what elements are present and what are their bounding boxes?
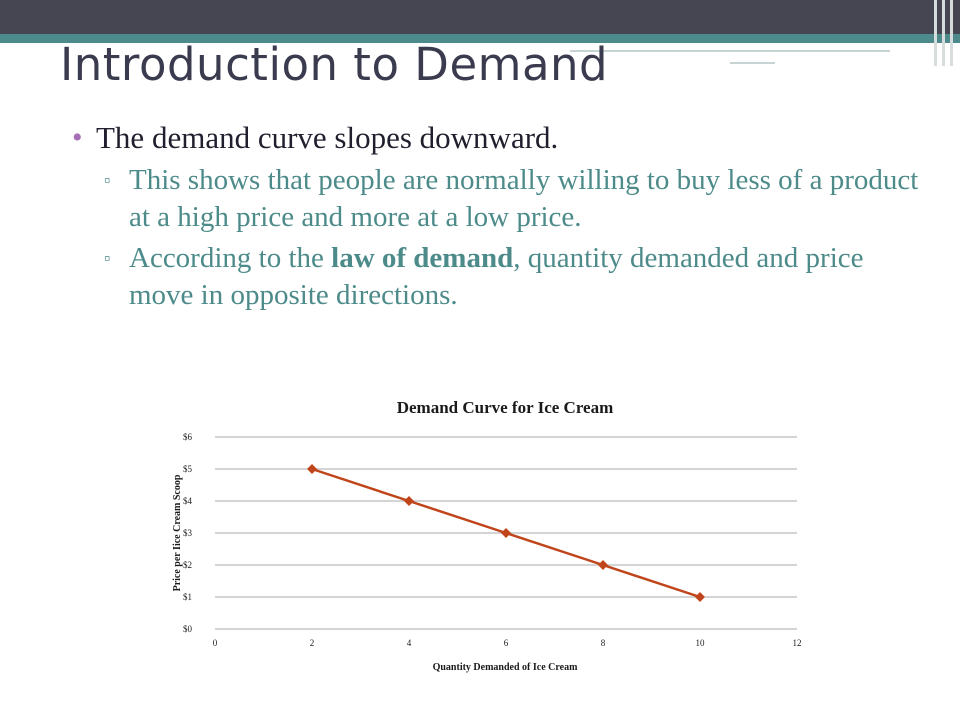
sub-bullet-1: ▫ This shows that people are normally wi… [70,162,930,236]
x-axis-label: Quantity Demanded of Ice Cream [433,662,578,673]
x-tick-label: 10 [696,638,706,648]
main-bullet-text: The demand curve slopes downward. [96,120,559,155]
right-deco-3 [950,0,953,66]
data-point-marker [695,592,705,602]
x-tick-label: 8 [601,638,606,648]
x-tick-label: 2 [310,638,315,648]
data-point-marker [307,464,317,474]
y-axis-label: Price per Iice Cream Scoop [172,474,183,591]
y-tick-label: $6 [183,432,193,442]
right-deco-1 [934,0,937,66]
deco-line-1 [570,50,890,52]
sub-bullet-2: ▫ According to the law of demand, quanti… [70,240,930,314]
law-of-demand-term: law of demand [331,242,514,274]
slide-title: Introduction to Demand [60,38,609,91]
sub-bullet-1-text: This shows that people are normally will… [129,164,919,233]
sub-bullet-2-post: , quantity demanded and price move in op… [129,242,864,311]
data-point-marker [598,560,608,570]
x-tick-label: 12 [793,638,802,648]
x-tick-label: 4 [407,638,412,648]
main-bullet: • The demand curve slopes downward. [70,118,930,158]
y-tick-label: $5 [183,464,193,474]
chart-title: Demand Curve for Ice Cream [397,398,614,417]
x-tick-label: 0 [213,638,218,648]
data-point-marker [404,496,414,506]
y-tick-label: $3 [183,528,193,538]
slide-content: • The demand curve slopes downward. ▫ Th… [70,118,930,314]
demand-chart: Demand Curve for Ice Cream $0$1$2$3$4$5$… [172,398,802,673]
sub-bullet-marker: ▫ [104,170,111,190]
right-deco-2 [942,0,945,66]
deco-line-2 [730,62,775,64]
y-tick-label: $0 [183,624,193,634]
chart-markers [307,464,705,602]
sub-bullet-marker: ▫ [104,248,111,268]
chart-ticks: $0 $1 $2 $3 $4 $5 $6 0 2 4 6 8 10 12 [183,432,802,648]
sub-bullet-2-pre: According to the [129,242,332,274]
y-tick-label: $2 [183,560,192,570]
x-tick-label: 6 [504,638,509,648]
accent-band [0,34,960,43]
bullet-dot: • [72,121,83,154]
top-bar [0,0,960,34]
y-tick-label: $4 [183,496,193,506]
y-tick-label: $1 [183,592,192,602]
data-point-marker [501,528,511,538]
